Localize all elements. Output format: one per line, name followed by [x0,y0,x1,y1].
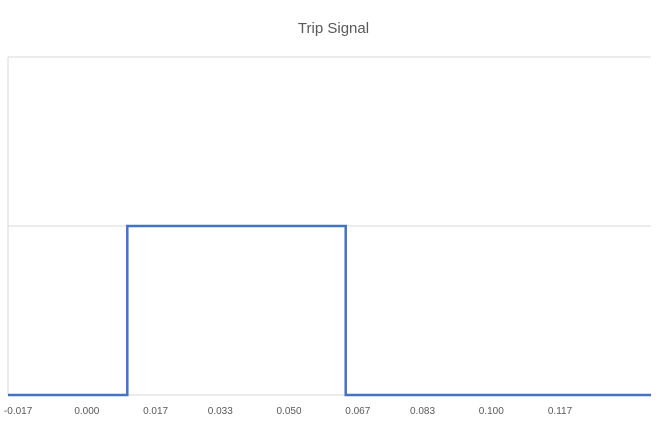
x-tick-label: 0.100 [479,406,504,417]
x-tick-label: 0.083 [410,406,435,417]
x-tick-label: 0.067 [345,406,370,417]
x-tick-label: 0.033 [208,406,233,417]
x-tick-label: -0.017 [4,406,33,417]
x-tick-label: 0.017 [143,406,168,417]
series-line-0 [8,224,651,397]
x-tick-label: 0.000 [74,406,99,417]
x-tick-label: 0.050 [277,406,302,417]
x-tick-label: 0.117 [548,406,573,417]
series-layer [8,224,651,397]
x-axis-ticks: -0.017 0.000 0.017 0.033 0.050 0.067 0.083 0.10… [4,406,573,417]
chart-title: Trip Signal [297,20,370,37]
